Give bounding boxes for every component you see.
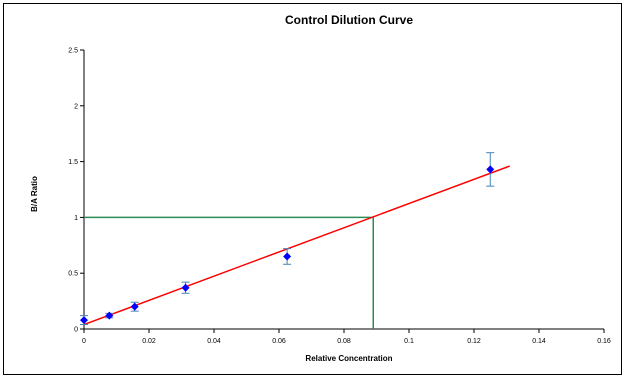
x-tick-label: 0 [82,338,86,345]
data-point [181,283,190,292]
fit-line [83,165,511,326]
reference-lines [84,216,374,329]
axes: 0 0.02 0.04 0.06 0.08 0.1 0.12 0.14 0.16 0 0.5 1 1.5… [68,48,611,346]
x-tick-label: 0.04 [207,338,221,345]
y-tick-label: 1.5 [68,159,78,166]
data-point [283,252,292,261]
fit-line-group [83,165,511,326]
x-tick-label: 0.12 [467,338,481,345]
chart-frame: Control Dilution Curve Relative Concentr… [3,3,622,375]
y-tick-label: 1 [74,215,78,222]
x-tick-label: 0.08 [337,338,351,345]
x-tick-label: 0.1 [404,338,414,345]
y-tick-label: 2 [74,103,78,110]
x-axis-label: Relative Concentration [305,354,392,363]
data-point [486,165,495,174]
y-tick-label: 0.5 [68,271,78,278]
data-points [80,152,495,326]
chart-title: Control Dilution Curve [285,13,413,27]
data-point [105,311,114,320]
x-tick-label: 0.14 [532,338,546,345]
data-point [130,302,139,311]
y-axis-label: B/A Ratio [30,176,39,212]
x-tick-label: 0.16 [597,338,611,345]
x-tick-label: 0.06 [272,338,286,345]
y-tick-label: 2.5 [68,48,78,55]
y-tick-label: 0 [74,327,78,334]
data-point [80,316,88,325]
x-tick-label: 0.02 [142,338,156,345]
dilution-chart: Control Dilution Curve Relative Concentr… [30,13,611,363]
